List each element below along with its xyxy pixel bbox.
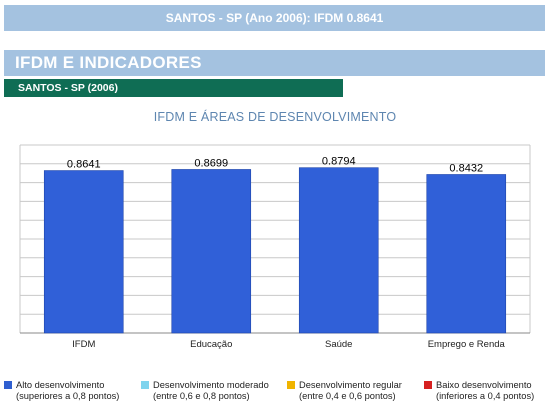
legend-range-baixo: (inferiores a 0,4 pontos) <box>436 390 535 401</box>
data-label-1: 0.8641 <box>67 159 101 171</box>
x-tick-label-1: IFDM <box>72 339 95 350</box>
legend: Alto desenvolvimento (superiores a 0,8 p… <box>0 380 550 410</box>
legend-label-regular: Desenvolvimento regular <box>299 380 402 390</box>
legend-swatch-baixo <box>424 381 432 389</box>
bar-4 <box>426 174 507 334</box>
data-label-2: 0.8699 <box>194 157 228 169</box>
legend-label-baixo: Baixo desenvolvimento <box>436 380 532 390</box>
subsection-title: SANTOS - SP (2006) <box>18 82 118 94</box>
legend-swatch-regular <box>287 381 295 389</box>
legend-swatch-moderado <box>141 381 149 389</box>
bar-2 <box>171 169 252 334</box>
legend-item-alto: Alto desenvolvimento (superiores a 0,8 p… <box>4 380 119 401</box>
legend-range-regular: (entre 0,4 e 0,6 pontos) <box>299 390 396 401</box>
legend-range-moderado: (entre 0,6 e 0,8 pontos) <box>153 390 250 401</box>
page-banner: SANTOS - SP (Ano 2006): IFDM 0.8641 <box>4 5 545 31</box>
legend-item-regular: Desenvolvimento regular (entre 0,4 e 0,6… <box>287 380 402 401</box>
x-tick-label-2: Educação <box>190 339 232 350</box>
bar-chart: 0.8641 IFDM 0.8699 Educação 0.8794 Saúde 0.843… <box>19 144 531 350</box>
banner-title: SANTOS - SP (Ano 2006): IFDM 0.8641 <box>165 11 384 25</box>
legend-label-moderado: Desenvolvimento moderado <box>153 380 269 390</box>
legend-range-alto: (superiores a 0,8 pontos) <box>16 390 120 401</box>
legend-item-moderado: Desenvolvimento moderado (entre 0,6 e 0,… <box>141 380 269 401</box>
section-header: IFDM E INDICADORES <box>4 50 545 76</box>
legend-item-baixo: Baixo desenvolvimento (inferiores a 0,4 … <box>424 380 534 401</box>
legend-swatch-alto <box>4 381 12 389</box>
bar-3 <box>298 167 379 334</box>
data-label-3: 0.8794 <box>322 156 356 168</box>
x-tick-label-4: Emprego e Renda <box>428 339 506 350</box>
data-label-4: 0.8432 <box>449 162 483 174</box>
section-title: IFDM E INDICADORES <box>15 53 202 72</box>
bar-1 <box>43 170 124 334</box>
x-tick-label-3: Saúde <box>325 339 352 350</box>
sub-header: SANTOS - SP (2006) <box>4 79 343 97</box>
legend-label-alto: Alto desenvolvimento <box>16 380 105 390</box>
chart-title: IFDM E ÁREAS DE DESENVOLVIMENTO <box>153 110 397 124</box>
